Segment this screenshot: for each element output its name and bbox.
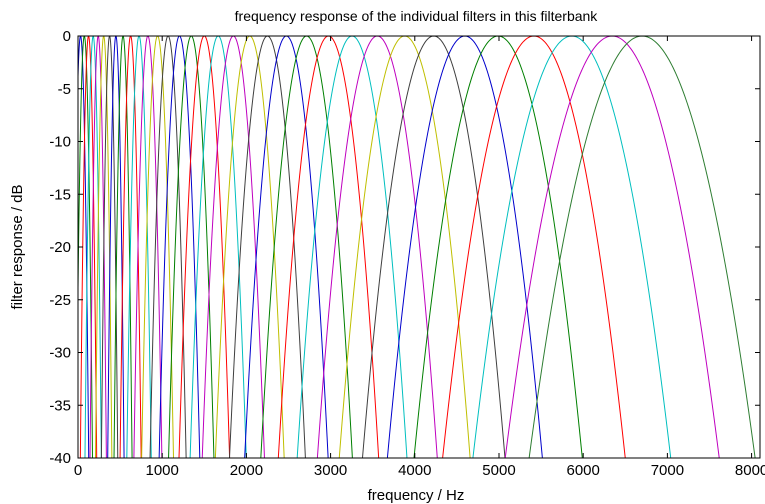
x-tick-label: 3000 <box>314 462 347 479</box>
plot-background <box>78 36 760 458</box>
x-tick-label: 6000 <box>566 462 599 479</box>
filter-response-line <box>77 35 93 459</box>
y-tick-label: -30 <box>49 345 71 362</box>
x-tick-label: 5000 <box>482 462 515 479</box>
y-tick-label: 0 <box>63 28 71 45</box>
y-tick-label: -20 <box>49 239 71 256</box>
y-axis-title: filter response / dB <box>9 184 26 309</box>
y-tick-label: -40 <box>49 450 71 467</box>
x-tick-label: 4000 <box>398 462 431 479</box>
plot-area: 0 1000 2000 3000 4000 5000 6000 7000 8000 0 -5 -10… <box>49 28 765 479</box>
y-tick-label: -25 <box>49 292 71 309</box>
y-tick-label: -15 <box>49 186 71 203</box>
y-tick-label: -5 <box>58 81 71 98</box>
y-axis-ticks: 0 -5 -10 -15 -20 -25 -30 -35 -40 <box>49 28 760 467</box>
y-tick-label: -10 <box>49 134 71 151</box>
x-axis-ticks: 0 1000 2000 3000 4000 5000 6000 7000 8000 <box>74 36 765 479</box>
x-tick-label: 2000 <box>230 462 263 479</box>
x-tick-label: 8000 <box>735 462 765 479</box>
y-tick-label: -35 <box>49 397 71 414</box>
x-tick-label: 7000 <box>651 462 684 479</box>
x-tick-label: 0 <box>74 462 82 479</box>
x-axis-title: frequency / Hz <box>368 487 465 504</box>
x-tick-label: 1000 <box>146 462 179 479</box>
chart-title: frequency response of the individual fil… <box>235 8 599 24</box>
